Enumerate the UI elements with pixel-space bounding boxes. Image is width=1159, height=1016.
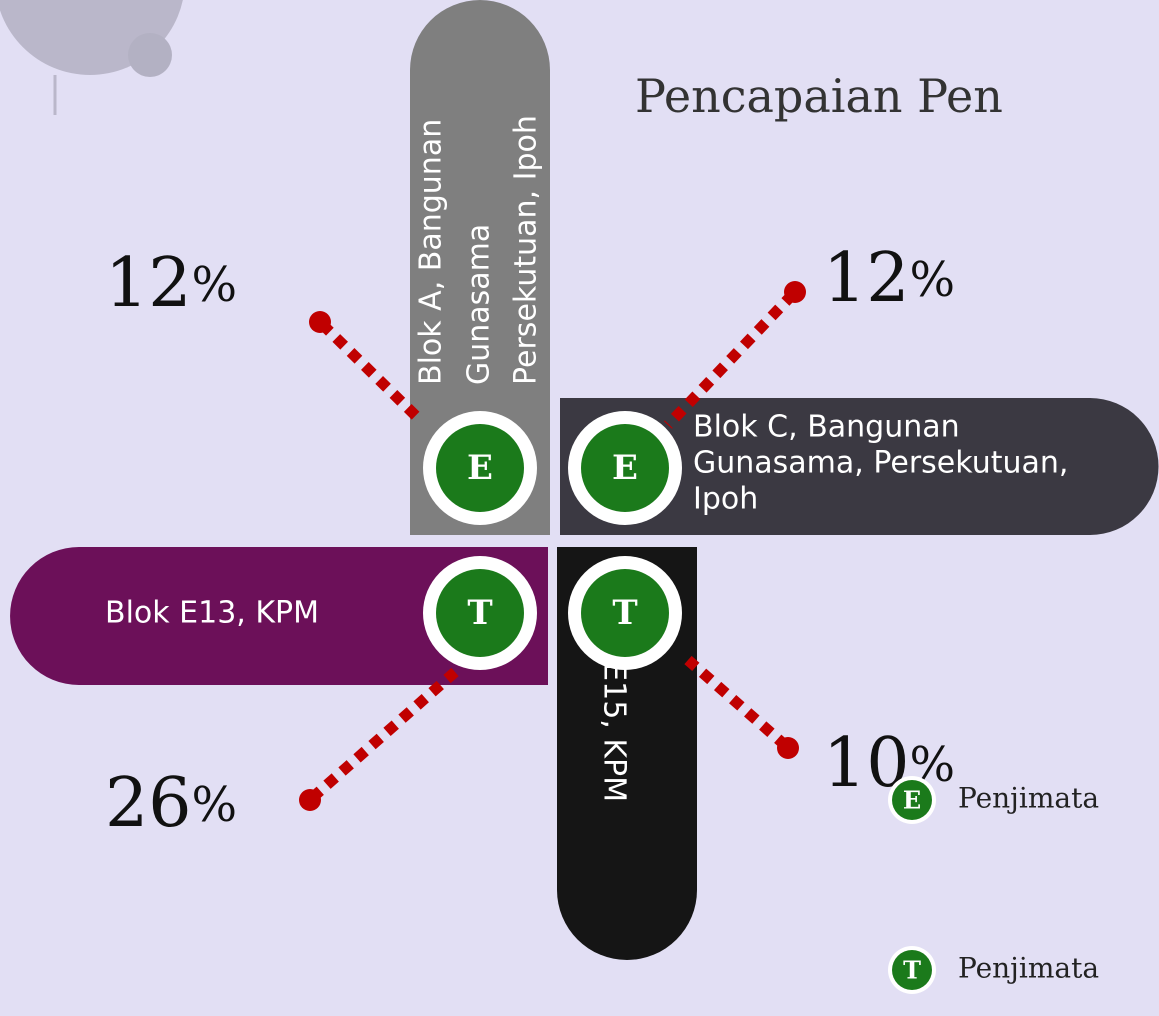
- percent-unit: %: [192, 257, 238, 313]
- label-line: Gunasama: [462, 224, 497, 385]
- percent: 12%: [105, 244, 237, 323]
- badge-letter: E: [467, 448, 493, 488]
- label-line: Ipoh: [693, 482, 758, 517]
- legend-text: Penjimata: [958, 952, 1099, 985]
- label-line: Blok C, Bangunan: [693, 410, 960, 445]
- badge: T: [568, 556, 682, 670]
- percent: 12%: [823, 239, 955, 318]
- percent: 26%: [105, 764, 237, 843]
- legend-item: T Penjimata: [888, 946, 1099, 994]
- badge-letter: T: [612, 593, 637, 633]
- percent-number: 12: [823, 239, 910, 318]
- percent-unit: %: [192, 777, 238, 833]
- percent-number: 12: [105, 244, 192, 323]
- percent-unit: %: [910, 252, 956, 308]
- percent: 10%: [823, 724, 955, 803]
- label-line: Blok A, Bangunan: [414, 119, 449, 385]
- decoration: [0, 0, 185, 115]
- legend-item: E Penjimata: [888, 776, 1099, 824]
- percent-number: 26: [105, 764, 192, 843]
- legend-badge: E: [903, 786, 921, 815]
- badge-letter: T: [467, 593, 492, 633]
- badge: E: [568, 411, 682, 525]
- label-line: Gunasama, Persekutuan,: [693, 446, 1068, 481]
- slide: Pencapaian Pen Blok A, Bangunan Gunasama…: [0, 0, 1159, 1016]
- badge: T: [423, 556, 537, 670]
- title: Pencapaian Pen: [635, 69, 1003, 123]
- badge: E: [423, 411, 537, 525]
- page: {"title": "Pencapaian Pen", "blocks": [ …: [0, 0, 1159, 1016]
- legend-text: Penjimata: [958, 782, 1099, 815]
- legend-badge: T: [903, 956, 921, 985]
- badge-letter: E: [612, 448, 638, 488]
- connectors: [299, 281, 806, 811]
- label-line: Persekutuan, Ipoh: [509, 115, 544, 385]
- label-line: Blok E13, KPM: [105, 596, 319, 631]
